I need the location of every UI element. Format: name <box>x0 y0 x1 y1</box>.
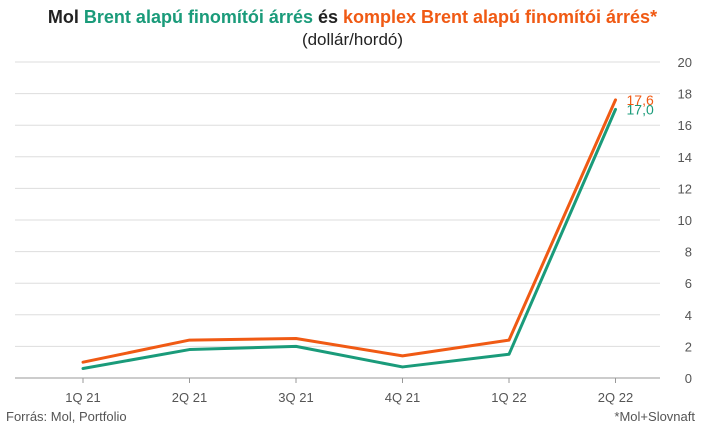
y-tick-label: 6 <box>685 276 692 291</box>
title-part-komplex: komplex Brent alapú finomítói árrés* <box>343 7 658 27</box>
y-tick-label: 12 <box>678 181 692 196</box>
y-tick-label: 8 <box>685 245 692 260</box>
y-tick-label: 16 <box>678 118 692 133</box>
series-line-komplex <box>81 98 617 364</box>
series-line-brent <box>81 107 617 371</box>
title-part-es: és <box>312 7 343 27</box>
x-tick-label: 1Q 21 <box>65 390 100 405</box>
data-label: 17,0 <box>627 101 654 117</box>
y-tick-label: 18 <box>678 87 692 102</box>
y-tick-label: 2 <box>685 339 692 354</box>
title-part-brent: Brent alapú finomítói árrés <box>83 7 313 27</box>
x-tick-label: 1Q 22 <box>491 390 526 405</box>
source-note: Forrás: Mol, Portfolio <box>6 409 127 424</box>
chart-subtitle: (dollár/hordó) <box>301 30 404 49</box>
x-tick-label: 2Q 22 <box>598 390 633 405</box>
title-part-mol: Mol <box>47 7 84 27</box>
y-tick-label: 0 <box>685 371 692 386</box>
y-tick-label: 20 <box>678 55 692 70</box>
y-tick-label: 10 <box>678 213 692 228</box>
x-tick-label: 4Q 21 <box>385 390 420 405</box>
footnote: *Mol+Slovnaft <box>614 409 695 424</box>
x-tick-label: 2Q 21 <box>172 390 207 405</box>
chart-title: Mol Brent alapú finomítói árrés és kompl… <box>0 6 705 28</box>
y-tick-label: 4 <box>685 308 692 323</box>
x-tick-label: 3Q 21 <box>278 390 313 405</box>
data-label: 17,6 <box>627 92 654 108</box>
y-tick-label: 14 <box>678 150 692 165</box>
